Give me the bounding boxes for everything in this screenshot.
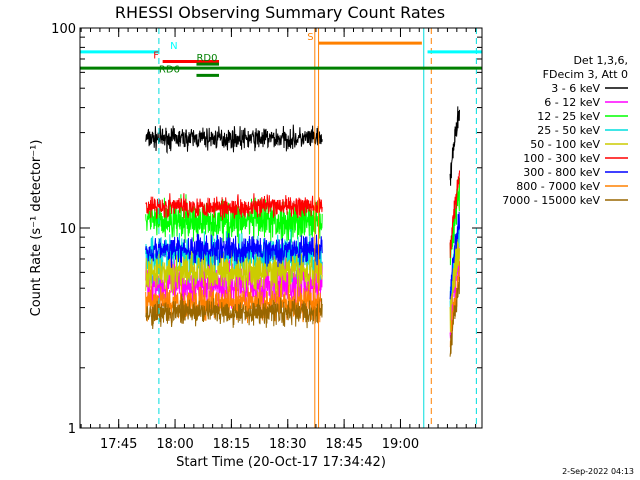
legend-entry-label: 25 - 50 keV xyxy=(537,124,600,137)
legend-entry-label: 100 - 300 keV xyxy=(523,152,600,165)
legend-entry-label: 7000 - 15000 keV xyxy=(502,194,600,207)
series-line xyxy=(145,237,460,333)
x-tick-label: 18:00 xyxy=(156,437,193,452)
series-line xyxy=(145,276,460,357)
y-axis-label: Count Rate (s⁻¹ detector⁻¹) xyxy=(29,140,44,317)
state-bar-label: F xyxy=(153,50,159,61)
y-tick-label: 1 xyxy=(68,422,76,437)
legend-header: Det 1,3,6, xyxy=(573,54,628,67)
y-tick-label: 100 xyxy=(51,22,76,37)
chart-title: RHESSI Observing Summary Count Rates xyxy=(115,3,445,22)
y-tick-label: 10 xyxy=(59,222,76,237)
x-tick-label: 17:45 xyxy=(100,437,137,452)
legend-entry-label: 800 - 7000 keV xyxy=(516,180,600,193)
state-bar-label: RD0 xyxy=(196,53,217,64)
axes-layer: 1 10 100 17:45 18:00 18:15 18:30 18:45 19:00 xyxy=(51,22,482,452)
x-tick-label: 18:45 xyxy=(325,437,362,452)
data-layer xyxy=(145,106,460,357)
series-line xyxy=(145,211,460,300)
x-axis-label: Start Time (20-Oct-17 17:34:42) xyxy=(176,455,386,470)
legend-header: FDecim 3, Att 0 xyxy=(543,68,628,81)
state-bar-label: N xyxy=(170,41,177,52)
legend-entry-label: 50 - 100 keV xyxy=(530,138,600,151)
legend-entry-label: 300 - 800 keV xyxy=(523,166,600,179)
legend-entry-label: 12 - 25 keV xyxy=(537,110,600,123)
x-tick-label: 18:30 xyxy=(269,437,306,452)
x-tick-label: 19:00 xyxy=(382,437,419,452)
legend-entry-label: 3 - 6 keV xyxy=(551,82,600,95)
legend-entry-label: 6 - 12 keV xyxy=(544,96,600,109)
series-line xyxy=(145,106,460,186)
series-line xyxy=(145,170,460,259)
footer-date: 2-Sep-2022 04:13 xyxy=(562,467,634,476)
state-bar-label: S xyxy=(307,32,313,43)
state-bar-label: RD6 xyxy=(159,64,180,75)
x-tick-label: 18:15 xyxy=(213,437,250,452)
